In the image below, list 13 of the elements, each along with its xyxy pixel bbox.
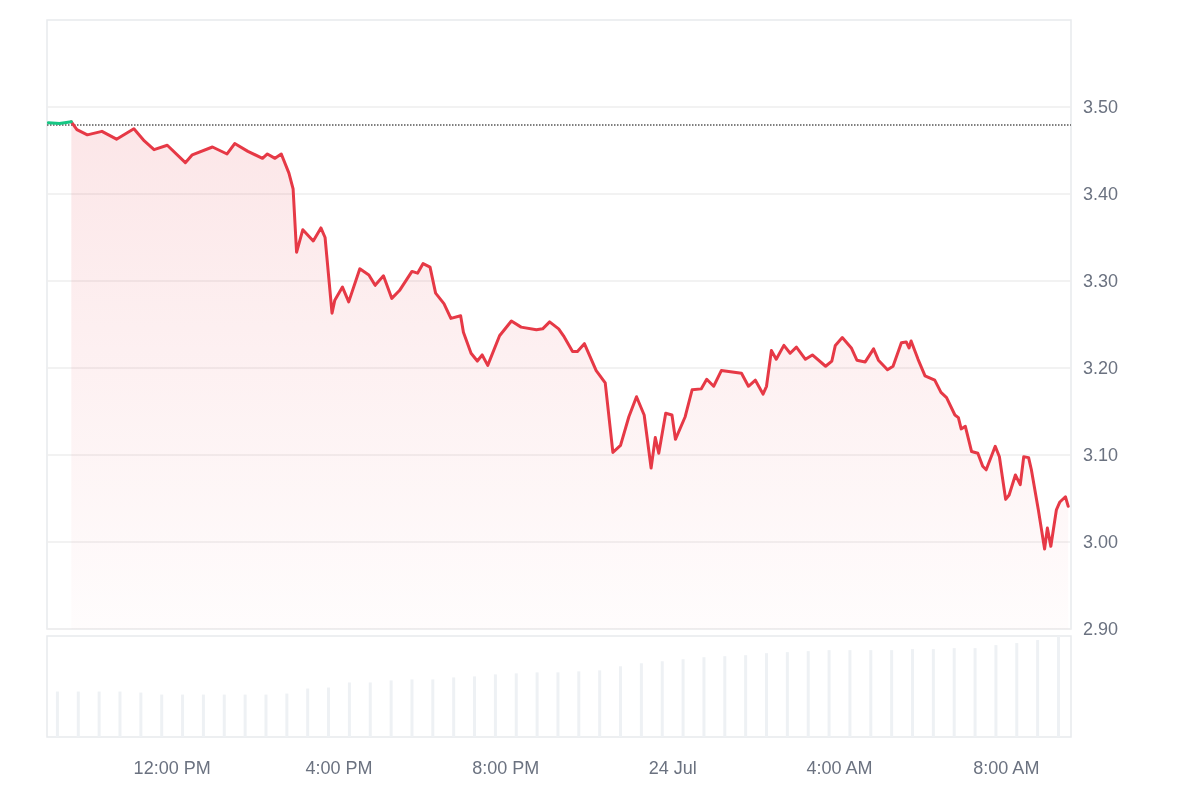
y-tick-label: 2.90 [1083, 619, 1119, 639]
x-tick-label: 4:00 AM [806, 758, 873, 778]
x-tick-label: 8:00 PM [472, 758, 540, 778]
y-tick-label: 3.40 [1083, 184, 1119, 204]
y-tick-label: 3.20 [1083, 358, 1119, 378]
y-tick-label: 3.10 [1083, 445, 1119, 465]
y-tick-label: 3.00 [1083, 532, 1119, 552]
x-tick-label: 12:00 PM [133, 758, 211, 778]
y-tick-label: 3.30 [1083, 271, 1119, 291]
x-tick-label: 8:00 AM [973, 758, 1040, 778]
x-tick-label: 4:00 PM [305, 758, 373, 778]
x-tick-label: 24 Jul [648, 758, 697, 778]
y-tick-label: 3.50 [1083, 97, 1119, 117]
